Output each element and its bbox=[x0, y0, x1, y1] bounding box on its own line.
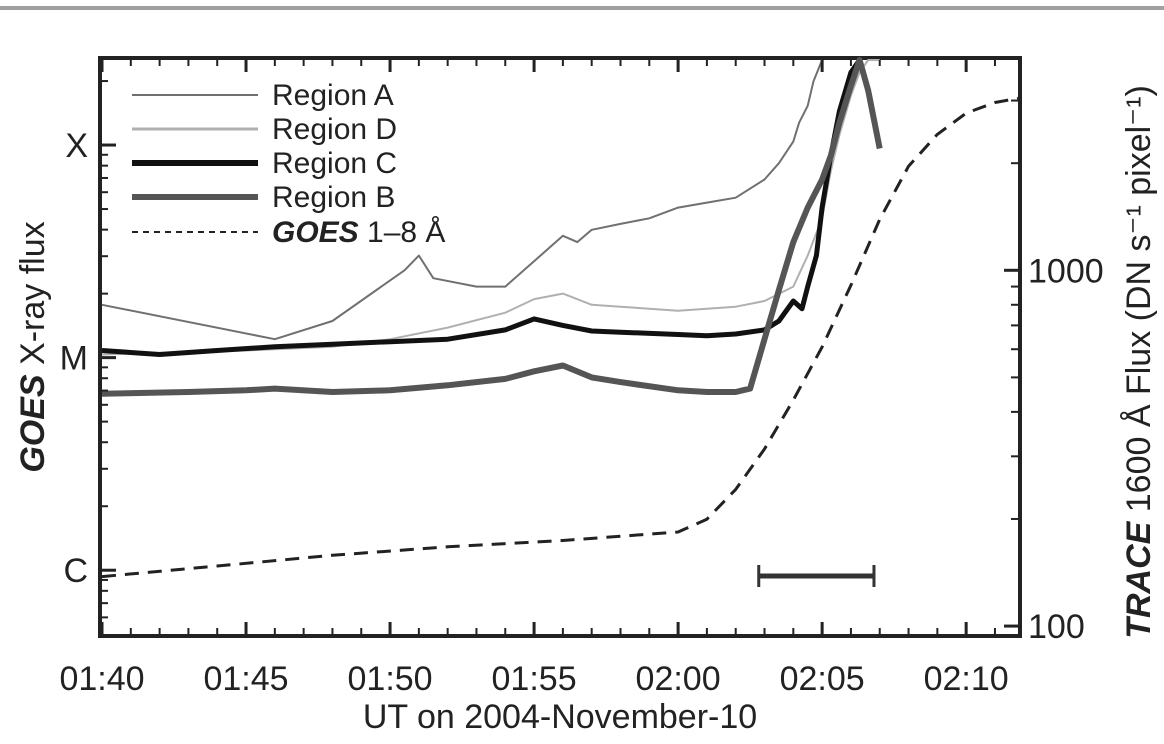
series-line-region-c bbox=[101, 58, 862, 357]
series-layer bbox=[101, 57, 1019, 579]
ticks-layer: 01:40 01:45 01:50 01:55 02:00 02:05 02:10 C M X 10… bbox=[59, 60, 1104, 698]
x-tick-label: 01:55 bbox=[492, 660, 577, 698]
x-axis-title: UT on 2004-November-10 bbox=[363, 698, 757, 736]
x-tick-label: 01:40 bbox=[59, 660, 144, 698]
right-tick-label: 1000 bbox=[1028, 252, 1104, 290]
x-tick-label: 01:50 bbox=[348, 660, 433, 698]
legend-label-region-d: Region D bbox=[272, 113, 397, 146]
x-tick-label: 01:45 bbox=[203, 660, 288, 698]
legend-label-region-c: Region C bbox=[272, 147, 397, 180]
series-line-region-b bbox=[101, 57, 883, 397]
legend-label-region-b: Region B bbox=[272, 181, 395, 214]
series-line-region-d bbox=[101, 59, 880, 356]
legend-label-goes: GOES 1–8 Å bbox=[272, 216, 445, 249]
series-line-goes-1-8 bbox=[101, 96, 1019, 579]
right-tick-label: 100 bbox=[1028, 608, 1085, 646]
left-tick-label: M bbox=[60, 340, 88, 378]
left-tick-label: C bbox=[63, 552, 88, 590]
right-axis-title: TRACE 1600 Å Flux (DN s⁻¹ pixel⁻¹) bbox=[1120, 85, 1158, 639]
x-tick-label: 02:00 bbox=[636, 660, 721, 698]
legend-label-region-a: Region A bbox=[272, 79, 394, 112]
left-axis-title: GOES X-ray flux bbox=[14, 221, 52, 472]
x-tick-label: 02:10 bbox=[924, 660, 1009, 698]
series-line-region-a bbox=[101, 59, 824, 341]
x-tick-label: 02:05 bbox=[780, 660, 865, 698]
left-tick-label: X bbox=[65, 127, 88, 165]
legend: Region A Region D Region C Region B GOES… bbox=[132, 79, 445, 249]
plot-frame bbox=[98, 56, 1022, 638]
duration-bar bbox=[757, 565, 876, 587]
